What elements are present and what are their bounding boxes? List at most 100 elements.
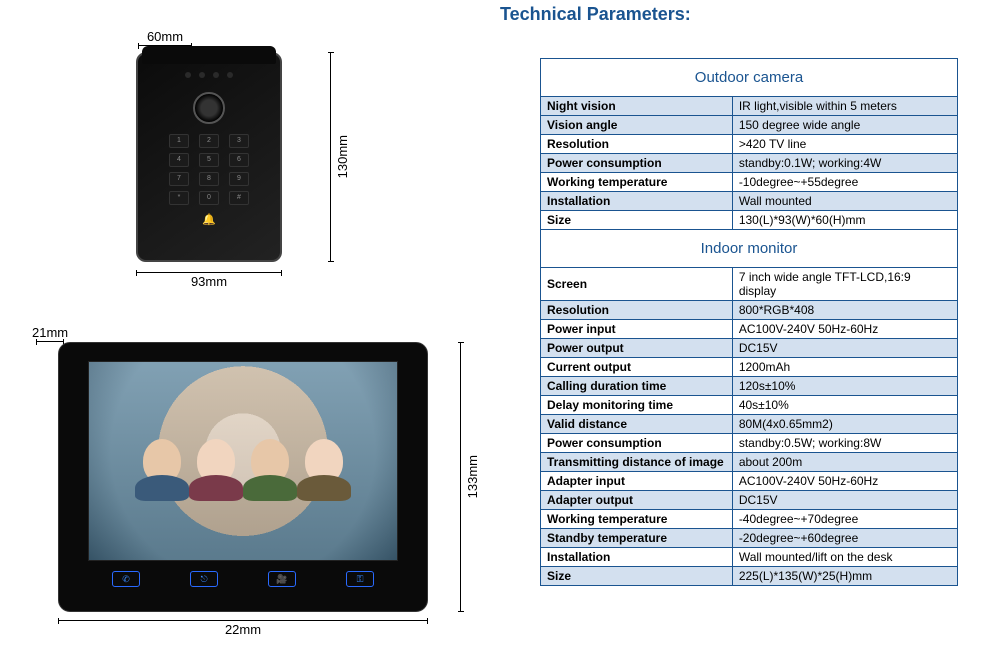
table-row: Valid distance80M(4x0.65mm2) [541,415,958,434]
value-cell: 1200mAh [732,358,957,377]
table-row: Resolution>420 TV line [541,135,958,154]
keypad: 123 456 789 *0# [169,134,249,205]
table-row: Size130(L)*93(W)*60(H)mm [541,211,958,230]
value-cell: AC100V-240V 50Hz-60Hz [732,472,957,491]
param-cell: Transmitting distance of image [541,453,733,472]
value-cell: -20degree~+60degree [732,529,957,548]
table-row: Power consumptionstandby:0.5W; working:8… [541,434,958,453]
person-icon [197,439,235,483]
table-section-header: Outdoor camera [541,59,958,97]
table-row: Working temperature-10degree~+55degree [541,173,958,192]
value-cell: 80M(4x0.65mm2) [732,415,957,434]
value-cell: IR light,visible within 5 meters [732,97,957,116]
param-cell: Resolution [541,135,733,154]
hangup-icon: ⎋ [190,571,218,587]
table-row: Adapter outputDC15V [541,491,958,510]
person-icon [251,439,289,483]
value-cell: standby:0.1W; working:4W [732,154,957,173]
param-cell: Working temperature [541,173,733,192]
dim-width-label: 93mm [191,273,227,290]
param-cell: Calling duration time [541,377,733,396]
dim-depth-label: 60mm [147,28,183,45]
table-row: Working temperature-40degree~+70degree [541,510,958,529]
page-heading: Technical Parameters: [500,4,691,25]
param-cell: Power input [541,320,733,339]
param-cell: Installation [541,548,733,567]
mon-dim-height-label: 133mm [465,455,480,498]
camera-icon: 🎥 [268,571,296,587]
table-row: InstallationWall mounted [541,192,958,211]
table-row: Vision angle150 degree wide angle [541,116,958,135]
mon-dim-width: 22mm [58,620,428,638]
value-cell: DC15V [732,339,957,358]
param-cell: Working temperature [541,510,733,529]
param-cell: Night vision [541,97,733,116]
value-cell: Wall mounted [732,192,957,211]
camera-diagram: 60mm 123 456 789 *0# 🔔 130mm 93mm [100,28,360,308]
table-row: Power outputDC15V [541,339,958,358]
param-cell: Installation [541,192,733,211]
ir-row [185,72,233,78]
table-row: Size225(L)*135(W)*25(H)mm [541,567,958,586]
table-row: Calling duration time120s±10% [541,377,958,396]
monitor-buttons: ✆ ⎋ 🎥 ⚿ [112,571,374,587]
section-title: Outdoor camera [541,59,958,97]
value-cell: >420 TV line [732,135,957,154]
key-icon: ⚿ [346,571,374,587]
monitor-screen [88,361,398,561]
param-cell: Valid distance [541,415,733,434]
table-row: Screen7 inch wide angle TFT-LCD,16:9 dis… [541,268,958,301]
table-row: Transmitting distance of imageabout 200m [541,453,958,472]
spec-table: Outdoor cameraNight visionIR light,visib… [540,58,958,586]
param-cell: Current output [541,358,733,377]
mon-dim-width-label: 22mm [225,621,261,638]
value-cell: -40degree~+70degree [732,510,957,529]
table-section-header: Indoor monitor [541,230,958,268]
param-cell: Standby temperature [541,529,733,548]
table-row: Resolution800*RGB*408 [541,301,958,320]
param-cell: Delay monitoring time [541,396,733,415]
param-cell: Screen [541,268,733,301]
value-cell: Wall mounted/lift on the desk [732,548,957,567]
table-row: Night visionIR light,visible within 5 me… [541,97,958,116]
param-cell: Vision angle [541,116,733,135]
person-icon [305,439,343,483]
value-cell: 150 degree wide angle [732,116,957,135]
dim-height-label: 130mm [335,135,350,178]
value-cell: 7 inch wide angle TFT-LCD,16:9 display [732,268,957,301]
dim-width: 93mm [136,272,282,290]
param-cell: Size [541,567,733,586]
param-cell: Resolution [541,301,733,320]
camera-hood [142,46,276,64]
section-title: Indoor monitor [541,230,958,268]
person-icon [143,439,181,483]
param-cell: Size [541,211,733,230]
param-cell: Adapter input [541,472,733,491]
param-cell: Power output [541,339,733,358]
param-cell: Power consumption [541,154,733,173]
value-cell: 40s±10% [732,396,957,415]
phone-icon: ✆ [112,571,140,587]
value-cell: 120s±10% [732,377,957,396]
table-row: Delay monitoring time 40s±10% [541,396,958,415]
table-row: InstallationWall mounted/lift on the des… [541,548,958,567]
table-row: Power inputAC100V-240V 50Hz-60Hz [541,320,958,339]
value-cell: 130(L)*93(W)*60(H)mm [732,211,957,230]
mon-dim-depth: 21mm [32,324,68,342]
monitor-body: ✆ ⎋ 🎥 ⚿ [58,342,428,612]
camera-body: 123 456 789 *0# 🔔 [136,52,282,262]
value-cell: about 200m [732,453,957,472]
table-row: Power consumptionstandby:0.1W; working:4… [541,154,958,173]
param-cell: Adapter output [541,491,733,510]
param-cell: Power consumption [541,434,733,453]
dim-height: 130mm [330,52,350,262]
value-cell: -10degree~+55degree [732,173,957,192]
value-cell: AC100V-240V 50Hz-60Hz [732,320,957,339]
value-cell: 800*RGB*408 [732,301,957,320]
table-row: Standby temperature-20degree~+60degree [541,529,958,548]
bell-icon: 🔔 [202,213,216,226]
dim-depth: 60mm [138,28,192,46]
value-cell: DC15V [732,491,957,510]
value-cell: 225(L)*135(W)*25(H)mm [732,567,957,586]
mon-dim-height: 133mm [460,342,480,612]
